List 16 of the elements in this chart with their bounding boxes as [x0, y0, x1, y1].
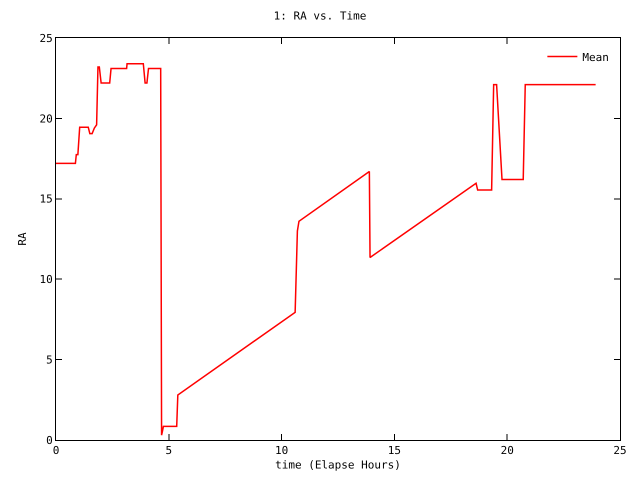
- y-tick-label: 20: [40, 112, 53, 126]
- y-tick-label: 10: [40, 273, 53, 286]
- chart-title: 1: RA vs. Time: [274, 10, 366, 23]
- x-tick-label: 10: [274, 444, 288, 458]
- x-axis-title: time (Elapse Hours): [275, 458, 401, 472]
- y-tick-label: 5: [46, 353, 53, 366]
- y-tick-label: 25: [40, 32, 53, 45]
- x-tick-label: 15: [388, 444, 402, 458]
- y-tick-label: 15: [40, 192, 53, 206]
- x-tick-label: 20: [500, 444, 514, 458]
- x-tick-label: 25: [613, 444, 627, 458]
- y-tick-label: 0: [46, 434, 53, 447]
- x-tick-label: 5: [165, 444, 172, 458]
- line-series: [56, 62, 596, 436]
- y-axis-title: RA: [16, 232, 30, 246]
- legend-label: Mean: [582, 50, 609, 64]
